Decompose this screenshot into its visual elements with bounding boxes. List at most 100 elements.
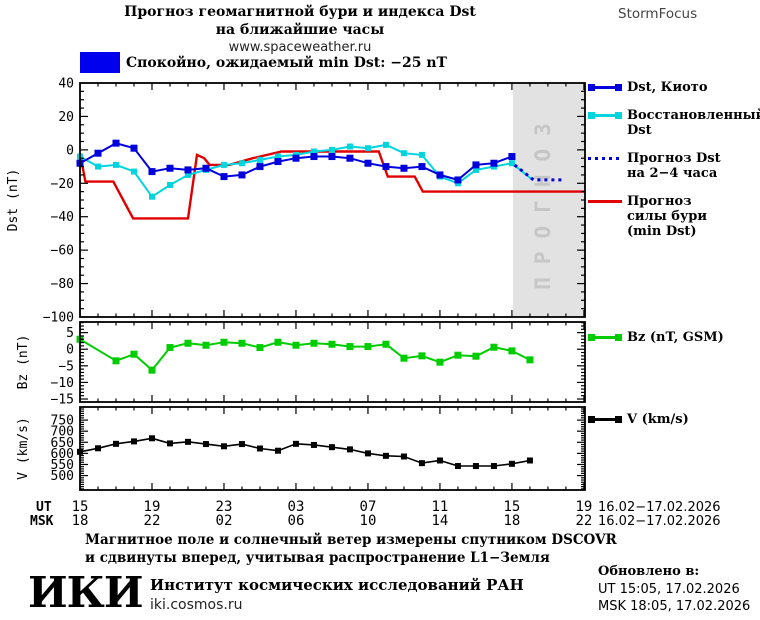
data-point-marker	[346, 143, 353, 150]
y-axis-tick-label: −10	[51, 376, 74, 391]
dst-kyoto-legend-marker	[588, 82, 622, 94]
data-point-marker	[112, 161, 119, 168]
ut-tick-label: 03	[288, 499, 305, 515]
legend-label: V (km/s)	[627, 412, 689, 427]
y-axis-tick-label: −60	[51, 244, 74, 259]
ut-tick-label: 15	[72, 499, 89, 515]
data-point-marker	[364, 343, 372, 351]
data-point-marker	[346, 343, 354, 351]
data-point-marker	[310, 153, 318, 161]
ut-tick-label: 19	[144, 499, 161, 515]
data-point-marker	[490, 343, 498, 351]
dst-kyoto-line	[76, 139, 516, 184]
y-axis-tick-label: 700	[51, 425, 74, 440]
legend-item: Прогноз силы бури (min Dst)	[588, 194, 760, 239]
storm-forecast-line-path	[78, 150, 585, 220]
y-axis-tick-label: 750	[51, 414, 74, 429]
header: Прогноз геомагнитной бури и индекса Dst …	[60, 4, 540, 55]
data-point-marker	[130, 144, 138, 152]
data-point-marker	[166, 344, 174, 352]
legend-label: Dst, Киото	[627, 80, 708, 95]
y-axis-tick-label: −40	[51, 210, 74, 225]
page-title: Прогноз геомагнитной бури и индекса Dst	[124, 4, 476, 20]
data-point-marker	[130, 350, 138, 358]
data-point-marker	[418, 352, 426, 360]
data-point-marker	[256, 344, 264, 352]
data-point-marker	[256, 156, 263, 163]
data-point-marker	[274, 338, 282, 346]
data-point-marker	[184, 171, 191, 178]
y-axis-tick-label: 20	[58, 110, 74, 125]
data-point-marker	[346, 446, 353, 453]
data-point-marker	[94, 149, 102, 157]
data-point-marker	[256, 163, 264, 171]
legend-item: Восстановленный Dst	[588, 108, 760, 138]
data-point-marker	[382, 340, 390, 348]
data-point-marker	[346, 154, 354, 162]
data-point-marker	[94, 163, 101, 170]
data-point-marker	[274, 447, 281, 454]
y-axis-tick-label: 550	[51, 458, 74, 473]
data-point-marker	[400, 354, 408, 362]
y-axis-tick-label: 650	[51, 436, 74, 451]
data-point-marker	[166, 181, 173, 188]
msk-tick-label: 18	[72, 513, 89, 529]
data-point-marker	[184, 166, 192, 174]
data-point-marker	[418, 163, 426, 171]
data-point-marker	[436, 457, 443, 464]
msk-tick-label: 06	[288, 513, 305, 529]
data-point-marker	[328, 340, 336, 348]
y-axis-tick-label: 0	[66, 343, 74, 358]
legend-label: Восстановленный Dst	[627, 108, 760, 138]
v-legend-marker	[588, 414, 622, 426]
msk-row-label: MSK	[30, 514, 54, 529]
chart-frame	[79, 82, 586, 318]
data-point-marker	[202, 341, 210, 349]
data-point-marker	[148, 193, 155, 200]
page-subtitle: на ближайшие часы	[215, 22, 385, 38]
x-axis-labels: UT 15 19 23 03 07 11 15 19 16.02−17.02.2026 MSK 18 2…	[30, 499, 721, 529]
legend-item: V (km/s)	[588, 412, 760, 427]
ut-tick-label: 19	[575, 499, 592, 515]
updated-at-ut: UT 15:05, 17.02.2026	[598, 582, 740, 597]
msk-date-range: 16.02−17.02.2026	[598, 514, 721, 529]
y-axis-tick-label: −80	[51, 277, 74, 292]
data-point-marker	[148, 168, 156, 176]
bz-legend: Bz (nT, GSM)	[588, 330, 760, 358]
data-point-marker	[292, 440, 299, 447]
data-point-marker	[220, 173, 228, 181]
v-line	[77, 435, 533, 470]
chart-1: 5 0−5 −10 −15 Bz (nT)	[16, 321, 586, 408]
y-axis-tick-label: −100	[43, 311, 74, 326]
ut-row-label: UT	[36, 500, 52, 515]
y-axis-tick-label: −5	[58, 359, 74, 374]
ut-tick-label: 15	[504, 499, 521, 515]
legend-item: Bz (nT, GSM)	[588, 330, 760, 345]
data-point-marker	[184, 438, 191, 445]
data-point-marker	[490, 159, 498, 167]
ut-tick-label: 23	[216, 499, 233, 515]
legend-label: Прогноз Dst на 2−4 часа	[627, 151, 721, 181]
data-point-marker	[382, 141, 389, 148]
y-axis-tick-label: −15	[51, 393, 74, 408]
institute-name: Институт космических исследований РАН	[150, 576, 524, 594]
legend-label: Bz (nT, GSM)	[627, 330, 724, 345]
ut-tick-label: 07	[360, 499, 377, 515]
data-point-marker	[148, 366, 156, 374]
iki-logo: ИКИ	[28, 568, 144, 617]
legend-item: Dst, Киото	[588, 80, 760, 95]
data-point-marker	[310, 148, 317, 155]
y-axis-tick-label: −20	[51, 177, 74, 192]
data-point-marker	[472, 463, 479, 470]
data-point-marker	[220, 443, 227, 450]
forecast-dst-dotted-line	[513, 163, 565, 182]
updated-at-msk: MSK 18:05, 17.02.2026	[598, 599, 751, 614]
data-point-marker	[472, 352, 480, 360]
chart-0: ПРОГНОЗ 40 20 0 −20 −40 −60 −80 −100 Dst (nT)	[6, 77, 586, 326]
y-axis-tick-label: 40	[58, 77, 74, 92]
data-point-marker	[328, 146, 335, 153]
ut-date-range: 16.02−17.02.2026	[598, 500, 721, 515]
data-point-marker	[112, 440, 119, 447]
data-point-marker	[292, 341, 300, 349]
data-point-marker	[238, 339, 246, 347]
